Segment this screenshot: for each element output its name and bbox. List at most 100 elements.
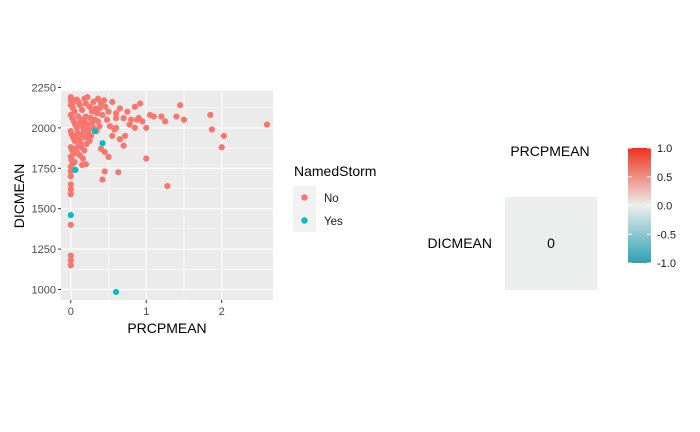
point-no xyxy=(112,115,120,122)
point-no xyxy=(112,110,120,117)
point-no xyxy=(67,191,74,198)
point-no xyxy=(67,262,74,269)
point-no xyxy=(122,132,129,140)
point-no xyxy=(101,148,108,156)
point-no xyxy=(68,95,75,102)
point-no xyxy=(67,163,74,170)
point-no xyxy=(134,116,141,123)
point-no xyxy=(99,111,106,119)
point-no xyxy=(88,132,95,140)
legend-label-yes: Yes xyxy=(324,216,343,228)
point-no xyxy=(67,221,74,228)
point-no xyxy=(109,98,116,106)
point-no xyxy=(173,113,180,120)
point-no xyxy=(105,153,112,161)
heatmap-cell xyxy=(505,197,597,290)
scatter-points xyxy=(67,94,271,296)
point-no xyxy=(109,132,116,140)
point-no xyxy=(100,97,108,104)
legend-title: NamedStorm xyxy=(294,163,376,179)
point-no xyxy=(116,105,123,112)
point-no xyxy=(143,124,150,131)
point-yes xyxy=(99,140,106,147)
point-no xyxy=(164,182,171,190)
legend-marker-no xyxy=(301,194,308,201)
point-no xyxy=(90,98,97,106)
point-no xyxy=(137,100,144,107)
x-tick-label: 1 xyxy=(143,306,149,318)
point-no xyxy=(220,132,228,140)
colorbar-tick-label: 0.0 xyxy=(657,201,672,213)
y-tick-label: 2000 xyxy=(32,123,56,135)
y-tick-label: 1750 xyxy=(32,163,56,175)
point-no xyxy=(158,113,165,120)
scatter-x-axis: 0 1 2 xyxy=(68,300,225,318)
x-axis-title: PRCPMEAN xyxy=(127,320,206,336)
scatter-panel xyxy=(61,91,273,300)
point-no xyxy=(208,126,215,133)
point-no xyxy=(96,123,103,130)
y-tick-label: 2250 xyxy=(32,82,56,94)
colorbar-gradient xyxy=(628,148,651,263)
heatmap-colorbar: 1.0 0.5 0.0 -0.5 -1.0 xyxy=(628,143,676,270)
point-no xyxy=(81,147,88,154)
point-no xyxy=(124,108,131,115)
point-no xyxy=(131,124,139,131)
point-no xyxy=(143,155,150,162)
point-no xyxy=(120,115,127,122)
legend-marker-yes xyxy=(301,217,308,224)
point-no xyxy=(105,108,112,115)
colorbar-tick-label: -1.0 xyxy=(657,258,676,270)
point-no xyxy=(162,118,169,125)
y-axis-title: DICMEAN xyxy=(11,164,27,229)
point-no xyxy=(218,144,225,151)
point-no xyxy=(94,118,102,125)
y-tick-label: 1250 xyxy=(32,244,56,256)
scatter-y-axis: 1000 1250 1500 1750 2000 2250 xyxy=(32,82,61,296)
point-no xyxy=(84,94,91,101)
point-no xyxy=(150,113,157,120)
point-no xyxy=(67,173,74,180)
y-tick-label: 1000 xyxy=(32,284,56,296)
point-no xyxy=(96,105,103,112)
point-no xyxy=(67,252,74,259)
point-no xyxy=(94,110,101,117)
point-no xyxy=(120,142,127,149)
point-no xyxy=(67,186,74,193)
point-no xyxy=(115,169,122,176)
point-yes xyxy=(67,212,74,219)
colorbar-tick-label: 0.5 xyxy=(657,172,672,184)
scatter-legend: NamedStorm No Yes xyxy=(293,163,376,232)
colorbar-tick-label: 1.0 xyxy=(657,143,672,155)
point-no xyxy=(67,257,74,264)
y-tick-label: 1500 xyxy=(32,204,56,216)
x-tick-label: 2 xyxy=(219,306,225,318)
legend-label-no: No xyxy=(324,193,339,205)
point-no xyxy=(73,124,80,131)
heatmap-column-label: PRCPMEAN xyxy=(510,143,589,159)
point-no xyxy=(111,126,118,133)
point-no xyxy=(116,136,123,143)
point-no xyxy=(99,176,106,183)
point-yes xyxy=(72,166,79,173)
point-no xyxy=(82,161,89,168)
heatmap-row-label: DICMEAN xyxy=(427,235,492,251)
point-no xyxy=(131,103,139,110)
point-no xyxy=(207,111,214,119)
point-no xyxy=(86,103,93,110)
scatter-chart: 1000 1250 1500 1750 2000 2250 0 1 2 PRCPMEAN DI… xyxy=(11,82,273,336)
point-no xyxy=(126,121,133,128)
point-no xyxy=(80,126,87,133)
point-no xyxy=(177,102,184,109)
point-no xyxy=(128,116,135,123)
point-no xyxy=(106,123,114,130)
point-no xyxy=(82,134,89,141)
point-no xyxy=(67,181,74,188)
point-no xyxy=(79,106,86,114)
colorbar-tick-label: -0.5 xyxy=(657,229,676,241)
point-no xyxy=(79,155,86,162)
point-no xyxy=(102,103,109,110)
point-no xyxy=(86,137,93,144)
point-no xyxy=(101,168,108,175)
